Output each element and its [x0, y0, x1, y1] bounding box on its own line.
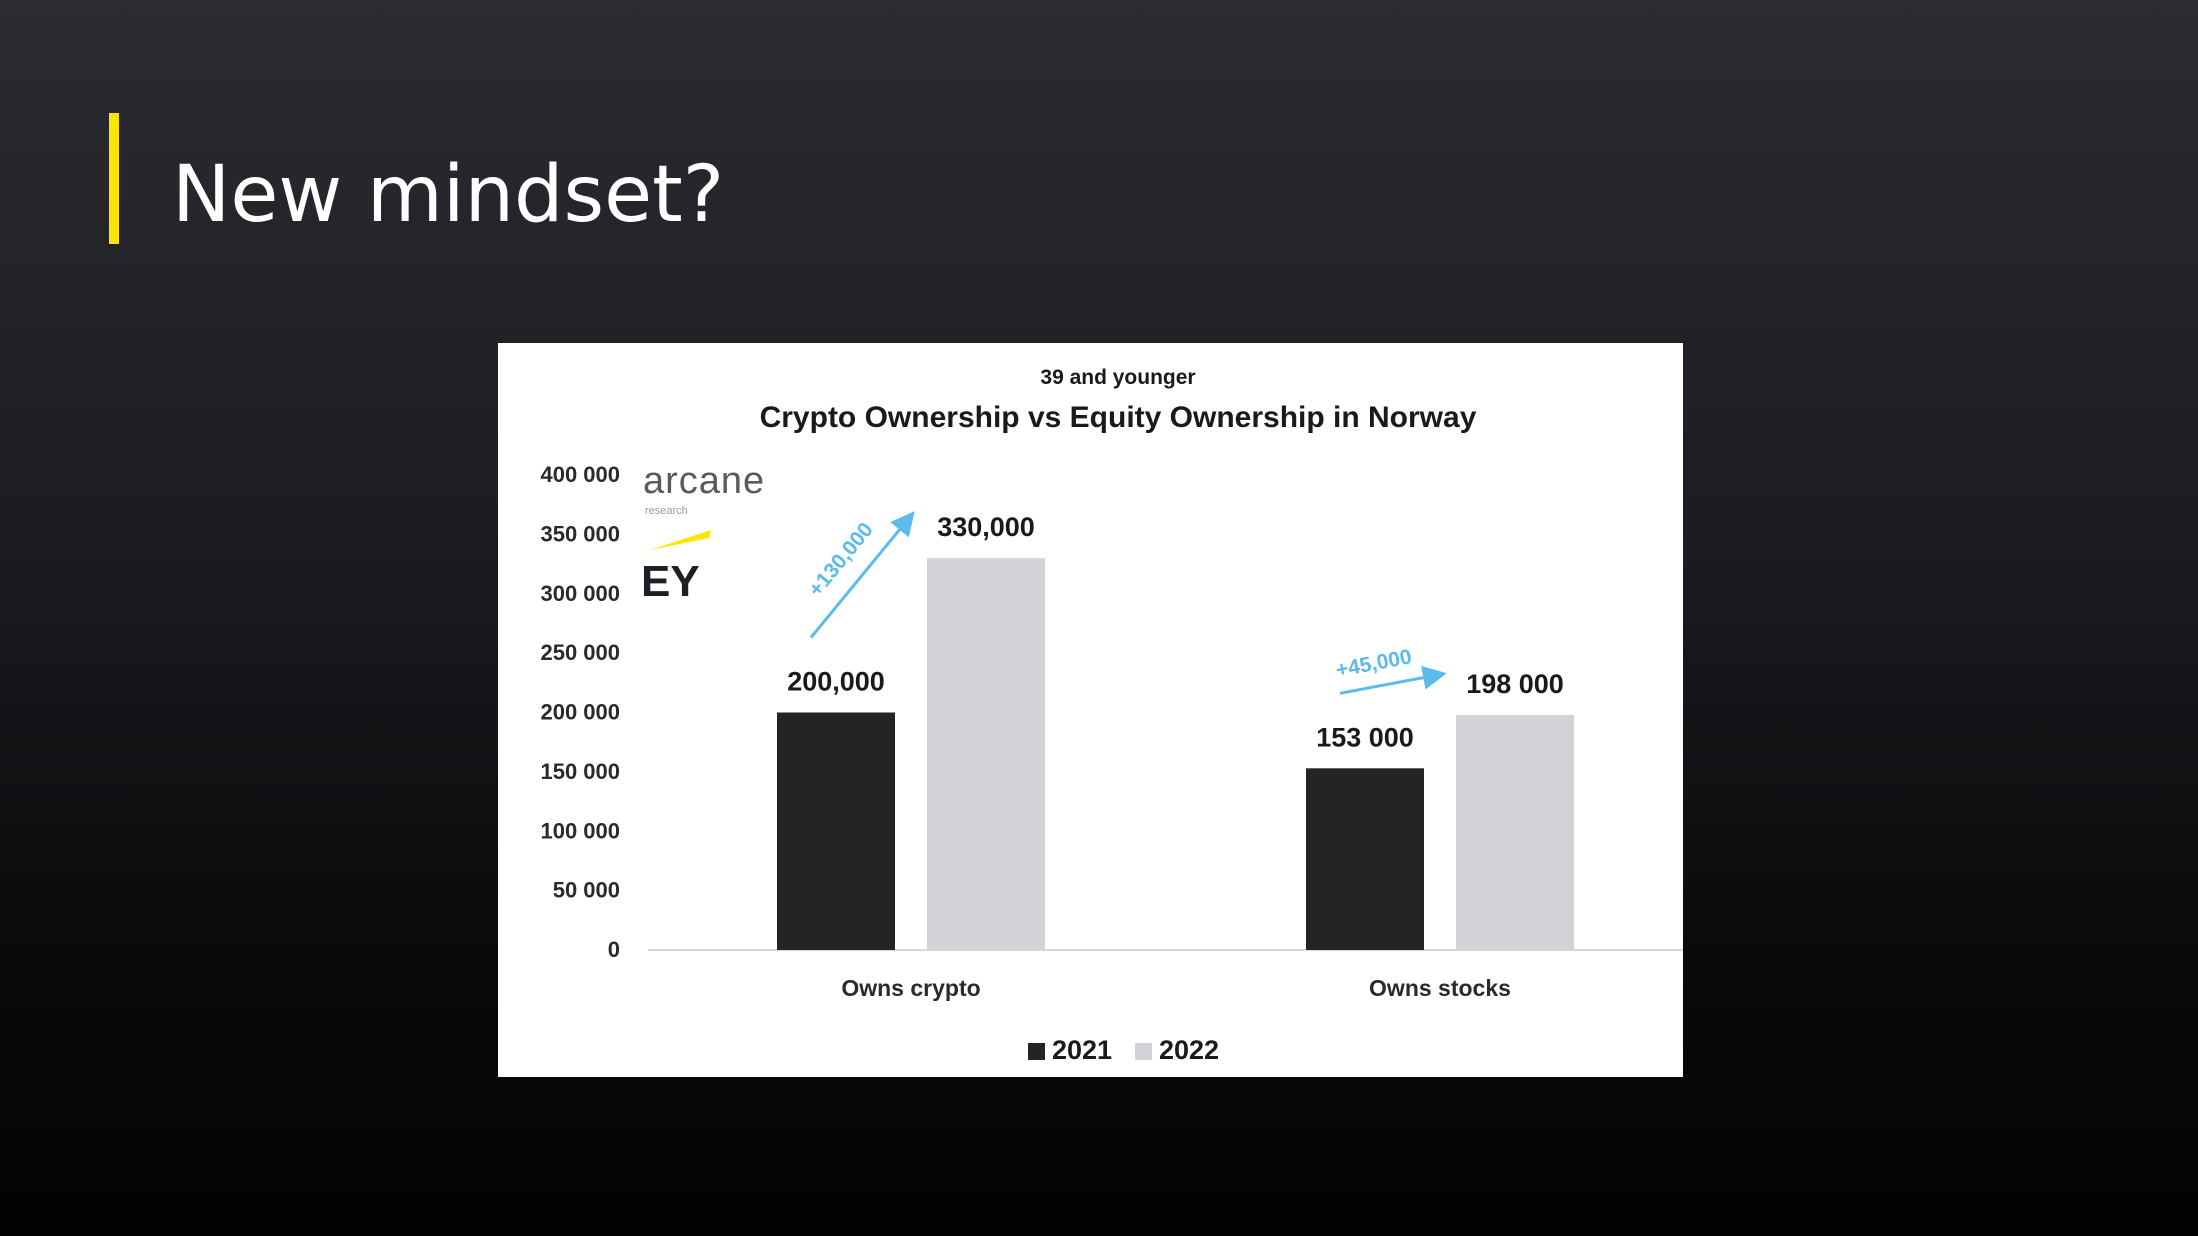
chart-title: Crypto Ownership vs Equity Ownership in …	[760, 401, 1477, 434]
y-tick-label: 300 000	[540, 581, 620, 606]
bars	[777, 558, 1574, 950]
y-tick-label: 50 000	[553, 878, 620, 903]
change-annotations: +130,000 +45,000	[804, 511, 1447, 695]
legend-label-2022: 2022	[1159, 1035, 1219, 1065]
title-accent-bar	[109, 113, 119, 244]
x-category-label: Owns stocks	[1369, 975, 1511, 1001]
change-annotation-label: +45,000	[1334, 645, 1413, 682]
bar-2021-1	[1306, 768, 1424, 950]
y-tick-label: 400 000	[540, 462, 620, 487]
y-tick-label: 350 000	[540, 521, 620, 546]
bar-value-label: 153 000	[1316, 722, 1414, 752]
ey-logo: EY	[641, 530, 711, 606]
change-annotation-label: +130,000	[804, 518, 878, 601]
y-tick-label: 0	[608, 937, 620, 962]
change-arrow-icon	[1339, 665, 1447, 695]
bar-value-label: 200,000	[787, 667, 885, 697]
legend: 2021 2022	[1028, 1035, 1219, 1065]
chart-subtitle: 39 and younger	[1040, 366, 1195, 389]
legend-label-2021: 2021	[1052, 1035, 1112, 1065]
ey-logo-beam-icon	[650, 530, 711, 550]
y-tick-label: 150 000	[540, 759, 620, 784]
arcane-research-logo: arcane research	[643, 460, 765, 517]
legend-swatch-2021	[1028, 1043, 1045, 1060]
x-category-label: Owns crypto	[841, 975, 980, 1001]
page-title: New mindset?	[172, 150, 725, 240]
y-tick-label: 200 000	[540, 700, 620, 725]
x-axis: Owns crypto Owns stocks	[841, 975, 1511, 1001]
bar-2021-0	[777, 712, 895, 950]
y-tick-label: 250 000	[540, 640, 620, 665]
y-axis: 0 50 000 100 000 150 000 200 000 250 000 300 0…	[540, 462, 620, 962]
bar-value-label: 330,000	[937, 512, 1035, 542]
chart-card: 39 and younger Crypto Ownership vs Equit…	[498, 343, 1683, 1077]
bar-labels: 200,000 153 000 330,000 198 000	[787, 512, 1564, 752]
legend-swatch-2022	[1135, 1043, 1152, 1060]
bar-2022-0	[927, 558, 1045, 950]
bar-value-label: 198 000	[1466, 669, 1564, 699]
bar-2022-1	[1456, 714, 1574, 950]
ey-logo-text: EY	[641, 557, 700, 606]
arcane-logo-text: arcane	[643, 460, 765, 502]
y-tick-label: 100 000	[540, 818, 620, 843]
change-arrow-icon	[809, 511, 915, 639]
bar-chart: 39 and younger Crypto Ownership vs Equit…	[540, 366, 1683, 1065]
arcane-logo-subtext: research	[645, 505, 688, 517]
